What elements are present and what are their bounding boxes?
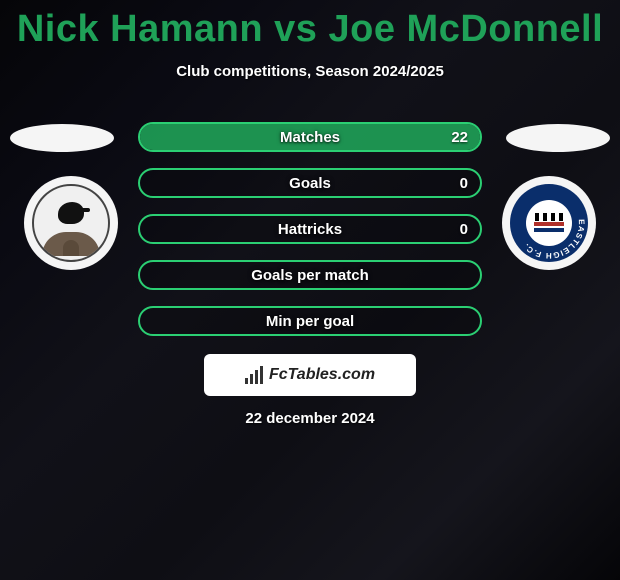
stat-label: Goals	[140, 175, 480, 192]
subtitle: Club competitions, Season 2024/2025	[0, 63, 620, 80]
club-crest-left	[32, 184, 110, 262]
stat-label: Matches	[140, 129, 480, 146]
title-player1: Nick Hamann	[17, 8, 263, 50]
club-crest-right: EASTLEIGH F.C.	[510, 184, 588, 262]
stat-label: Goals per match	[140, 267, 480, 284]
avatar-player2	[506, 124, 610, 152]
club-badge-right: EASTLEIGH F.C.	[502, 176, 596, 270]
chart-icon	[245, 366, 263, 384]
avatar-player1	[10, 124, 114, 152]
brand-text: FcTables.com	[269, 366, 375, 384]
stat-value-right: 0	[460, 221, 468, 238]
club-badge-left	[24, 176, 118, 270]
page-title: Nick Hamann vs Joe McDonnell	[0, 8, 620, 51]
footer-date: 22 december 2024	[0, 410, 620, 427]
title-player2: Joe McDonnell	[329, 8, 604, 50]
stat-row: Matches22	[138, 122, 482, 152]
stats-list: Matches22Goals0Hattricks0Goals per match…	[138, 122, 482, 352]
stat-row: Goals per match	[138, 260, 482, 290]
brand-box[interactable]: FcTables.com	[204, 354, 416, 396]
stat-row: Hattricks0	[138, 214, 482, 244]
stat-label: Min per goal	[140, 313, 480, 330]
stat-value-right: 0	[460, 175, 468, 192]
stat-value-right: 22	[451, 129, 468, 146]
stat-row: Goals0	[138, 168, 482, 198]
title-vs: vs	[274, 8, 317, 50]
stat-row: Min per goal	[138, 306, 482, 336]
stat-label: Hattricks	[140, 221, 480, 238]
